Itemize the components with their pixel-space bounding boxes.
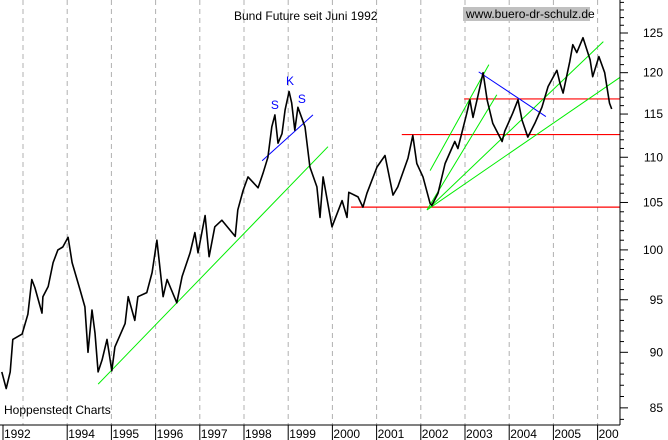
trendline-neckline-6 — [478, 71, 547, 118]
x-tick-label-2004: 2004 — [510, 427, 537, 440]
gridlines — [22, 0, 599, 425]
annotation-s-2: S — [298, 92, 306, 106]
x-tick-label-2003: 2003 — [466, 427, 493, 440]
x-axis: 1992 1994 1995 1996 1997 1998 1999 2000 2001 2002… — [0, 424, 620, 440]
x-tick-label-2002: 2002 — [422, 427, 449, 440]
x-tick-label-1998: 1998 — [245, 427, 272, 440]
x-tick-label-1999: 1999 — [289, 427, 316, 440]
watermark-background — [463, 7, 590, 21]
trendline-support-4 — [429, 41, 604, 208]
trendline-neckline-1 — [261, 114, 314, 162]
x-tick-label-1997: 1997 — [201, 427, 228, 440]
y-tick-label-85: 85 — [650, 401, 664, 415]
y-tick-label-90: 90 — [650, 345, 664, 359]
x-tick-label-2000: 2000 — [333, 427, 360, 440]
trendline-support-5 — [426, 77, 620, 211]
y-axis: 85 90 95 100 105 110 115 120 125 — [619, 0, 664, 425]
x-tick-label-1994: 1994 — [68, 427, 95, 440]
x-tick-label-2005: 2005 — [554, 427, 581, 440]
x-tick-label-1996: 1996 — [157, 427, 184, 440]
annotation-s-0: S — [271, 98, 279, 112]
source-label: Hoppenstedt Charts — [4, 403, 111, 417]
x-tick-label-2001: 2001 — [378, 427, 405, 440]
y-tick-label-110: 110 — [644, 150, 663, 164]
y-tick-label-105: 105 — [643, 195, 663, 209]
y-tick-label-95: 95 — [650, 293, 664, 307]
x-tick-label-1992: 1992 — [4, 427, 31, 440]
trendline-support-2 — [429, 64, 490, 171]
y-tick-label-115: 115 — [644, 107, 663, 121]
chart-title: Bund Future seit Juni 1992 — [234, 9, 378, 23]
y-tick-label-100: 100 — [643, 243, 663, 257]
horizontal-lines — [350, 98, 620, 208]
pattern-annotations: SKS — [271, 74, 306, 112]
price-line — [1, 36, 613, 390]
annotation-k-1: K — [286, 74, 294, 88]
trendline-support-0 — [97, 146, 329, 385]
x-tick-label-200: 200 — [599, 427, 619, 440]
y-tick-label-120: 120 — [643, 66, 663, 80]
y-tick-label-125: 125 — [643, 26, 663, 40]
x-tick-label-1995: 1995 — [112, 427, 139, 440]
trendlines — [97, 41, 620, 385]
watermark: www.buero-dr-schulz.de — [465, 7, 595, 21]
